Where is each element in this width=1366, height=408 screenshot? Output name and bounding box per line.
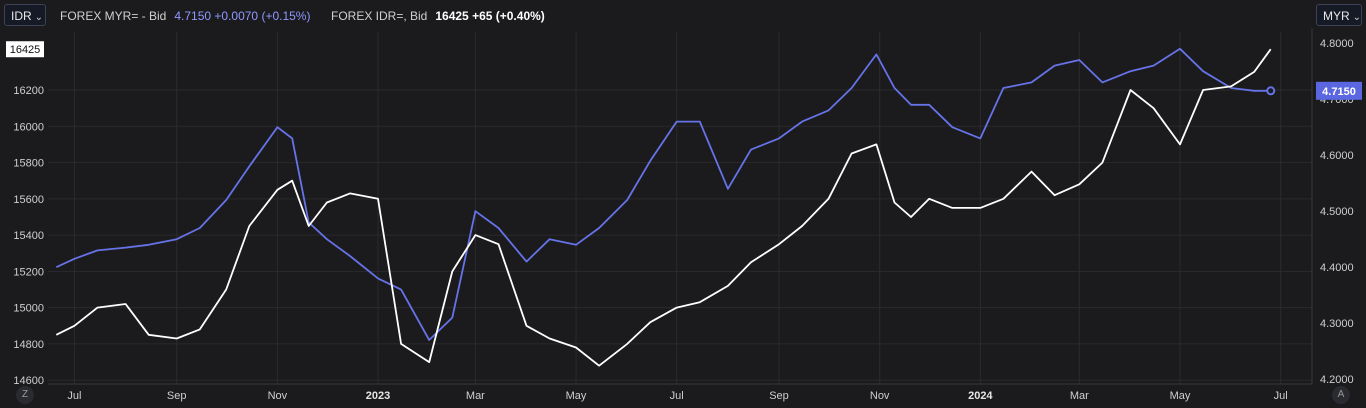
legend-idr[interactable]: FOREX IDR=, Bid 16425 +65 (+0.40%) <box>331 9 545 23</box>
y-left-tick-label: 14800 <box>13 339 44 351</box>
y-right-tick-label: 4.3000 <box>1320 318 1354 330</box>
auto-scale-button[interactable]: A <box>1332 386 1350 404</box>
legend-idr-value: 16425 +65 (+0.40%) <box>435 9 545 23</box>
left-axis-currency-label: IDR <box>11 9 32 23</box>
y-left-tick-label: 15800 <box>13 158 44 170</box>
x-tick-label: Nov <box>870 390 890 402</box>
idr-series-line <box>55 48 1272 367</box>
x-tick-label: Nov <box>268 390 288 402</box>
legend-idr-label: FOREX IDR=, Bid <box>331 9 428 23</box>
myr-series-line <box>55 47 1271 341</box>
legend-myr-value: 4.7150 +0.0070 (+0.15%) <box>174 9 311 23</box>
x-tick-label: May <box>1170 390 1191 402</box>
x-tick-label: 2024 <box>968 390 993 402</box>
right-axis-currency-selector[interactable]: MYR ⌄ <box>1316 4 1362 26</box>
zoom-button[interactable]: Z <box>16 386 34 404</box>
legend-myr-label: FOREX MYR= - Bid <box>60 9 167 23</box>
y-left-tick-label: 15200 <box>13 266 44 278</box>
myr-last-point <box>1266 86 1276 96</box>
left-axis-currency-selector[interactable]: IDR ⌄ <box>4 4 46 26</box>
x-tick-label: May <box>566 390 587 402</box>
y-left-tick-label: 15000 <box>13 303 44 315</box>
legend-myr[interactable]: FOREX MYR= - Bid 4.7150 +0.0070 (+0.15%) <box>60 9 310 23</box>
y-right-tick-label: 4.8000 <box>1320 38 1354 50</box>
x-tick-label: Jul <box>67 390 81 402</box>
x-tick-label: Sep <box>167 390 187 402</box>
y-left-tick-label: 16200 <box>13 85 44 97</box>
idr-last-value-label: 16425 <box>10 44 41 56</box>
x-tick-label: Mar <box>466 390 485 402</box>
y-left-tick-label: 14600 <box>13 375 44 387</box>
x-tick-label: Jul <box>1274 390 1288 402</box>
y-right-tick-label: 4.5000 <box>1320 206 1354 218</box>
y-left-tick-label: 15400 <box>13 230 44 242</box>
myr-last-value-label: 4.7150 <box>1322 86 1356 98</box>
y-right-tick-label: 4.6000 <box>1320 150 1354 162</box>
y-left-tick-label: 16000 <box>13 121 44 133</box>
right-axis-currency-label: MYR <box>1323 9 1350 23</box>
y-left-tick-label: 15600 <box>13 194 44 206</box>
idr-last-value-box <box>6 41 44 58</box>
myr-last-value-box <box>1316 81 1362 100</box>
x-tick-label: 2023 <box>366 390 390 402</box>
chevron-down-icon: ⌄ <box>34 12 44 23</box>
x-tick-label: Sep <box>769 390 789 402</box>
x-tick-label: Jul <box>670 390 684 402</box>
x-tick-label: Mar <box>1070 390 1089 402</box>
chevron-down-icon: ⌄ <box>1352 12 1362 23</box>
y-right-tick-label: 4.2000 <box>1320 374 1354 386</box>
y-right-tick-label: 4.4000 <box>1320 262 1354 274</box>
